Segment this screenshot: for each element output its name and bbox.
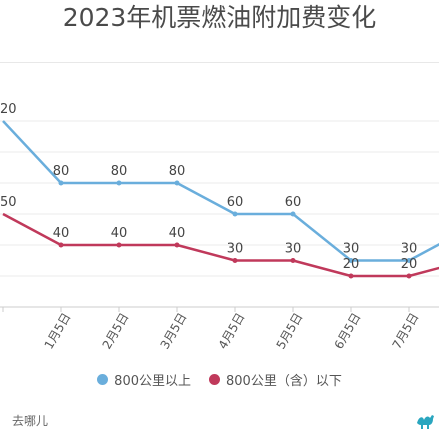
data-label: 40 — [111, 226, 128, 241]
data-label: 80 — [111, 164, 128, 179]
legend-dot-short-haul — [209, 374, 220, 385]
x-tick-label: 4月5日 — [216, 310, 248, 351]
data-point — [174, 180, 180, 186]
data-label: 30 — [401, 242, 418, 257]
x-tick-label: 2月5日 — [100, 310, 132, 351]
data-label: 30 — [285, 242, 302, 257]
legend-label-short-haul: 800公里（含）以下 — [226, 374, 342, 389]
data-point — [174, 242, 180, 248]
data-point — [58, 242, 64, 248]
data-point — [348, 258, 354, 263]
data-point — [116, 242, 122, 248]
data-point — [290, 211, 296, 217]
data-label: 40 — [169, 226, 186, 241]
data-label: 20 — [0, 102, 17, 117]
data-point — [116, 180, 122, 186]
legend-dot-long-haul — [97, 374, 109, 385]
data-label: 30 — [227, 242, 244, 257]
data-label: 20 — [401, 257, 418, 272]
data-label: 30 — [343, 242, 360, 257]
data-point — [58, 180, 64, 186]
data-point — [406, 273, 412, 279]
data-label: 20 — [343, 257, 360, 272]
chart-panel — [0, 62, 439, 404]
data-point — [406, 258, 412, 263]
x-tick-label: 1月5日 — [42, 310, 74, 351]
data-label: 40 — [53, 226, 70, 241]
line-chart: 1月5日 2月5日 3月5日 4月5日 5月5日 6月5日 7月5日 80 80 80 60 60 30… — [0, 102, 439, 352]
x-tick-label: 6月5日 — [332, 310, 364, 351]
x-tick-label: 3月5日 — [158, 310, 190, 351]
data-point — [232, 258, 238, 263]
data-point — [290, 258, 296, 263]
data-label: 80 — [53, 164, 70, 179]
footer: 去哪儿 — [0, 402, 439, 439]
source-label: 去哪儿 — [12, 414, 49, 428]
data-label: 60 — [285, 195, 302, 210]
data-label: 60 — [227, 195, 244, 210]
chart-legend: 800公里以上 800公里（含）以下 — [0, 370, 439, 389]
data-label: 80 — [169, 164, 186, 179]
data-point — [232, 211, 238, 217]
chart-title: 2023年机票燃油附加费变化 — [62, 3, 377, 32]
camel-logo-icon — [417, 415, 434, 429]
data-label: 50 — [0, 195, 17, 210]
legend-label-long-haul: 800公里以上 — [114, 374, 191, 389]
data-point — [348, 273, 354, 279]
x-tick-label: 5月5日 — [274, 310, 306, 351]
x-tick-label: 7月5日 — [390, 310, 422, 351]
legend-item-short-haul[interactable]: 800公里（含）以下 — [209, 370, 342, 389]
legend-item-long-haul[interactable]: 800公里以上 — [97, 370, 191, 389]
